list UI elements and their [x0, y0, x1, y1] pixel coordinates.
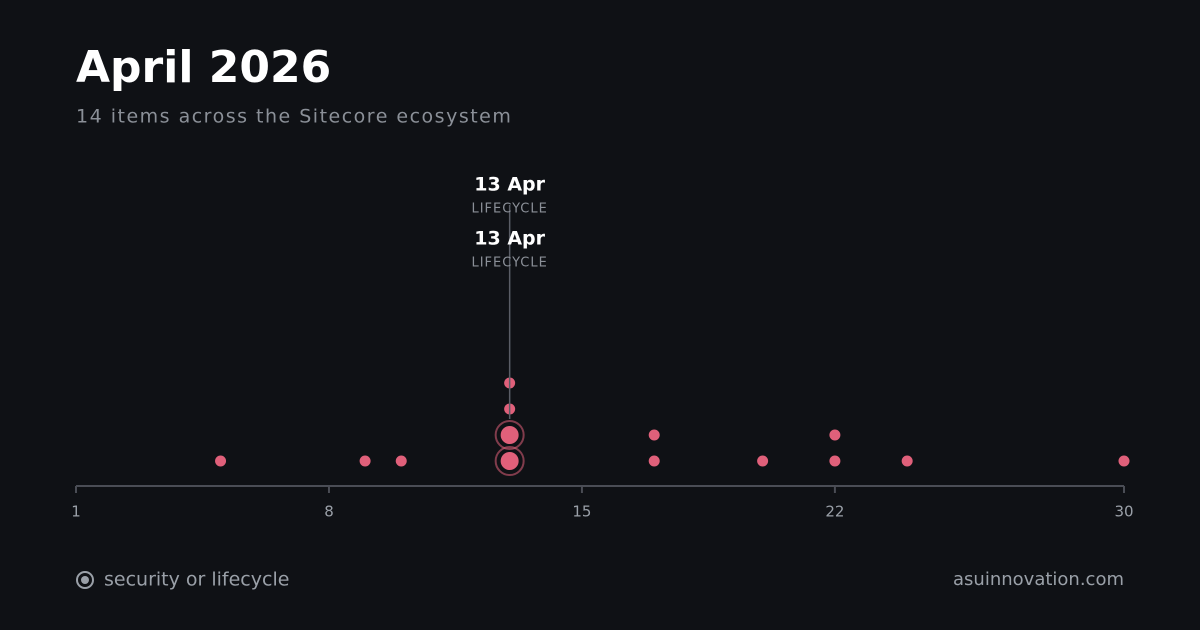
x-tick-label: 1	[71, 503, 81, 521]
annotation-kind: LIFECYCLE	[471, 202, 547, 217]
dot	[757, 455, 769, 467]
dot	[648, 455, 660, 467]
dot	[1118, 455, 1130, 467]
dot	[648, 429, 660, 441]
footer: asuinnovation.com	[953, 569, 1124, 590]
dot	[359, 455, 371, 467]
annotation-date: 13 Apr	[474, 228, 545, 250]
chart-title: April 2026	[76, 42, 331, 93]
legend-ring	[76, 571, 94, 589]
x-tick-label: 30	[1114, 503, 1133, 521]
dot	[829, 455, 841, 467]
annotation-kind: LIFECYCLE	[471, 256, 547, 271]
highlight-ring	[494, 420, 525, 450]
x-tick-label: 22	[825, 503, 844, 521]
legend-label: security or lifecycle	[104, 569, 289, 591]
dot	[500, 426, 519, 444]
dot	[829, 429, 841, 441]
dot	[215, 455, 227, 467]
chart-subtitle: 14 items across the Sitecore ecosystem	[76, 106, 512, 128]
highlight-ring	[494, 446, 525, 476]
legend-dot	[81, 576, 89, 584]
dot	[500, 452, 519, 470]
x-tick-label: 8	[324, 503, 334, 521]
x-tick-label: 15	[572, 503, 591, 521]
annotation-date: 13 Apr	[474, 174, 545, 196]
dot	[395, 455, 407, 467]
dot	[901, 455, 913, 467]
